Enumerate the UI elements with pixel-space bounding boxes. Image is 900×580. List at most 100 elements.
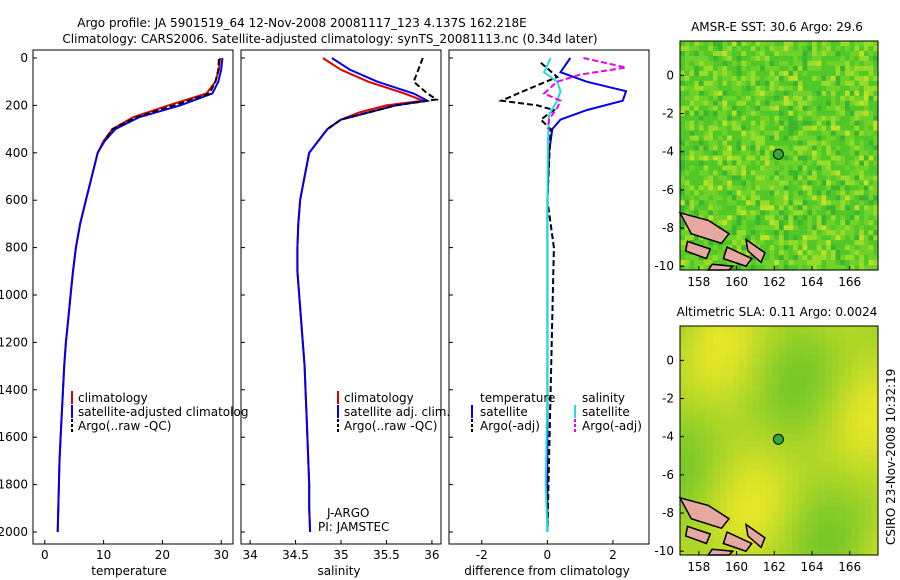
map-cell bbox=[746, 145, 752, 152]
map-cell bbox=[779, 225, 785, 231]
map-cell bbox=[863, 160, 870, 167]
map-cell bbox=[785, 476, 793, 485]
map-cell bbox=[746, 235, 752, 241]
map-cell bbox=[826, 65, 832, 72]
map-cell bbox=[680, 533, 688, 542]
map-cell bbox=[792, 426, 800, 434]
map-cell bbox=[703, 150, 709, 157]
map-cell bbox=[821, 230, 827, 236]
map-cell bbox=[835, 100, 841, 107]
map-cell bbox=[769, 155, 775, 162]
map-cell bbox=[774, 220, 780, 226]
map-cell bbox=[785, 469, 793, 477]
map-cell bbox=[703, 140, 709, 147]
map-cell bbox=[831, 519, 839, 527]
map-cell bbox=[731, 45, 738, 52]
map-cell bbox=[873, 235, 879, 241]
map-cell bbox=[792, 390, 800, 399]
map-cell bbox=[694, 160, 700, 167]
map-cell bbox=[807, 150, 813, 157]
map-cell bbox=[736, 140, 742, 147]
map-cell bbox=[845, 195, 851, 201]
map-cell bbox=[680, 150, 686, 157]
map-cell bbox=[840, 135, 846, 142]
map-cell bbox=[788, 135, 794, 142]
map-cell bbox=[755, 110, 761, 117]
map-cell bbox=[840, 41, 846, 47]
map-cell bbox=[764, 165, 771, 172]
map-cell bbox=[760, 220, 766, 226]
map-cell bbox=[788, 105, 794, 112]
map-cell bbox=[680, 540, 688, 549]
map-cell bbox=[838, 419, 846, 427]
map-cell bbox=[826, 100, 832, 107]
map-cell bbox=[726, 426, 734, 434]
depth-tick-label: 800 bbox=[5, 241, 28, 255]
map-cell bbox=[680, 65, 686, 72]
map-y-tick-label: -8 bbox=[662, 506, 674, 520]
map-cell bbox=[821, 180, 827, 186]
map-cell bbox=[774, 200, 780, 206]
map-cell bbox=[726, 440, 734, 449]
map-cell bbox=[863, 190, 870, 196]
map-cell bbox=[802, 60, 808, 67]
map-cell bbox=[830, 120, 837, 127]
map-cell bbox=[788, 60, 794, 67]
map-cell bbox=[830, 190, 837, 196]
map-cell bbox=[845, 145, 851, 152]
map-cell bbox=[779, 65, 785, 72]
map-cell bbox=[755, 75, 761, 82]
map-cell bbox=[746, 205, 752, 211]
map-cell bbox=[717, 260, 724, 266]
map-cell bbox=[717, 255, 724, 261]
map-cell bbox=[871, 483, 879, 492]
map-cell bbox=[731, 265, 738, 271]
map-cell bbox=[812, 170, 818, 177]
map-cell bbox=[719, 419, 727, 427]
map-cell bbox=[858, 469, 866, 477]
map-cell bbox=[802, 205, 808, 211]
map-cell bbox=[772, 347, 780, 356]
map-cell bbox=[779, 419, 787, 427]
map-cell bbox=[746, 165, 752, 172]
map-cell bbox=[741, 175, 747, 181]
map-cell bbox=[689, 195, 695, 201]
map-cell bbox=[759, 326, 767, 334]
map-cell bbox=[774, 205, 780, 211]
map-cell bbox=[680, 170, 686, 177]
map-cell bbox=[826, 165, 832, 172]
map-cell bbox=[818, 547, 826, 556]
map-cell bbox=[864, 347, 872, 356]
map-cell bbox=[863, 195, 870, 201]
map-cell bbox=[722, 175, 728, 181]
map-cell bbox=[752, 390, 760, 399]
map-cell bbox=[765, 426, 773, 434]
map-cell bbox=[713, 240, 719, 246]
map-cell bbox=[684, 190, 691, 196]
map-cell bbox=[727, 200, 733, 206]
map-cell bbox=[793, 195, 799, 201]
map-cell bbox=[736, 90, 742, 97]
map-cell bbox=[765, 461, 773, 470]
series-line-salinity-argo-adj- bbox=[542, 57, 627, 130]
map-cell bbox=[830, 100, 837, 107]
map-cell bbox=[779, 215, 785, 221]
map-cell bbox=[719, 426, 727, 434]
map-cell bbox=[741, 70, 747, 77]
map-cell bbox=[746, 100, 752, 107]
map-cell bbox=[840, 125, 846, 132]
map-cell bbox=[698, 85, 705, 92]
map-cell bbox=[760, 205, 766, 211]
map-cell bbox=[863, 155, 870, 162]
map-cell bbox=[765, 326, 773, 334]
map-cell bbox=[830, 45, 837, 52]
map-cell bbox=[741, 75, 747, 82]
map-cell bbox=[694, 140, 700, 147]
map-cell bbox=[793, 95, 799, 102]
map-cell bbox=[732, 469, 740, 477]
map-cell bbox=[769, 105, 775, 112]
map-cell bbox=[722, 185, 728, 191]
map-cell bbox=[830, 225, 837, 231]
map-cell bbox=[831, 340, 839, 349]
map-cell bbox=[779, 85, 785, 92]
